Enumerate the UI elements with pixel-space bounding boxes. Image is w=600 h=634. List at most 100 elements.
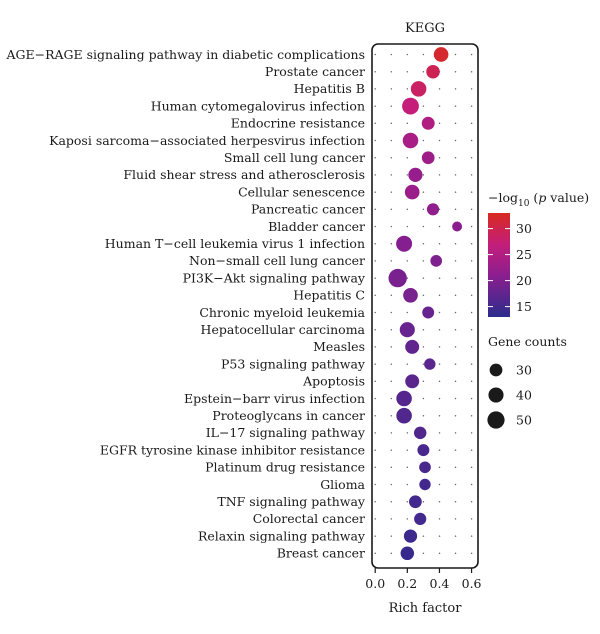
data-point [396, 235, 413, 252]
grid-dot [454, 449, 457, 451]
grid-dot [438, 432, 441, 434]
category-label: Measles [313, 339, 365, 354]
grid-dot [470, 535, 473, 537]
category-label: TNF signaling pathway [217, 494, 366, 509]
data-point [404, 184, 420, 200]
data-point [400, 546, 415, 561]
grid-dot [374, 88, 376, 90]
grid-dot [374, 174, 376, 176]
data-point [421, 116, 435, 130]
grid-dot [438, 225, 441, 228]
grid-dot [374, 500, 376, 503]
size-legend-dot [487, 411, 505, 429]
grid-dot [454, 397, 457, 400]
size-legend-dot [488, 387, 504, 403]
data-point [433, 47, 449, 62]
grid-dot [454, 174, 457, 176]
grid-dot [406, 500, 409, 503]
grid-dot [374, 139, 376, 142]
grid-dot [470, 552, 473, 555]
grid-dot [470, 122, 473, 125]
data-point [426, 203, 440, 216]
grid-dot [422, 380, 425, 383]
grid-dot [390, 535, 393, 537]
category-labels: AGE−RAGE signaling pathway in diabetic c… [6, 47, 366, 561]
grid-dot [374, 225, 376, 228]
category-label: Chronic myeloid leukemia [199, 305, 365, 320]
grid-dot [374, 346, 376, 348]
grid-dot [374, 208, 376, 211]
category-label: Breast cancer [277, 546, 365, 561]
grid-dot [374, 483, 376, 486]
grid-dot [470, 88, 473, 90]
grid-dot [438, 518, 441, 520]
grid-dot [390, 260, 393, 262]
grid-dot [438, 294, 441, 297]
grid-dot [374, 260, 376, 262]
grid-dot [406, 225, 409, 228]
size-legend-title: Gene counts [488, 334, 567, 349]
grid-dot [406, 466, 409, 469]
grid-dot [374, 466, 376, 469]
grid-dot [422, 294, 425, 297]
size-legend-label: 30 [516, 362, 532, 377]
grid-dot [470, 311, 473, 314]
grid-dot [470, 414, 473, 417]
category-label: Epstein−barr virus infection [184, 391, 365, 406]
size-legend-label: 40 [516, 387, 532, 402]
grid-dot [422, 242, 425, 245]
grid-dot [422, 328, 425, 331]
grid-dot [454, 70, 457, 73]
grid-dot [374, 277, 376, 279]
grid-dot [390, 432, 393, 434]
grid-dot [470, 105, 473, 107]
grid-dot [470, 432, 473, 434]
grid-dot [422, 225, 425, 228]
data-point [410, 81, 427, 97]
grid-dot [470, 518, 473, 520]
data-point [430, 255, 443, 267]
grid-dot [422, 208, 425, 211]
grid-dot [390, 311, 393, 314]
data-point [396, 407, 412, 424]
grid-dot [390, 466, 393, 469]
grid-dot [470, 380, 473, 383]
grid-dot [438, 139, 441, 142]
grid-dot [374, 535, 376, 537]
grid-dot [390, 88, 393, 90]
grid-dot [454, 277, 457, 279]
grid-dot [438, 122, 441, 125]
grid-dot [470, 397, 473, 400]
category-label: Glioma [320, 477, 365, 492]
grid-dot [470, 156, 473, 159]
grid-dot [470, 346, 473, 348]
grid-dot [406, 449, 409, 451]
data-point [417, 444, 430, 457]
grid-dot [422, 53, 425, 56]
grid-dot [390, 53, 393, 56]
category-label: Relaxin signaling pathway [198, 528, 366, 543]
data-point [408, 167, 423, 182]
grid-dot [374, 397, 376, 400]
category-label: Pancreatic cancer [251, 202, 365, 217]
grid-dot [406, 208, 409, 211]
grid-dot [374, 380, 376, 383]
grid-dot [422, 346, 425, 348]
grid-dot [406, 88, 409, 90]
grid-dot [374, 449, 376, 451]
category-label: IL−17 signaling pathway [206, 425, 366, 440]
x-tick-label: 0.6 [462, 576, 482, 591]
size-legend-dot [489, 363, 503, 377]
data-point [405, 339, 420, 354]
grid-dot [406, 311, 409, 314]
grid-dot [390, 156, 393, 159]
grid-dot [454, 156, 457, 159]
data-point [402, 97, 419, 115]
data-points [388, 47, 463, 561]
grid-dot [438, 156, 441, 159]
data-point [413, 426, 427, 440]
grid-dot [390, 380, 393, 383]
grid-dot [454, 414, 457, 417]
grid-dot [374, 328, 376, 331]
grid-dot [374, 294, 376, 297]
